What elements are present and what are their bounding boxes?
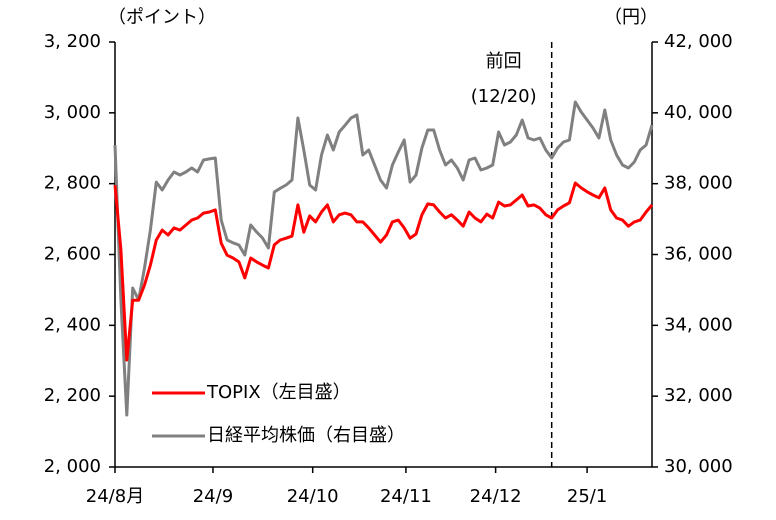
x-tick-label: 25/1 (567, 486, 607, 507)
x-tick-label: 24/9 (193, 486, 233, 507)
y-tick-label: 2, 800 (44, 173, 101, 194)
series-line (113, 100, 654, 417)
y2-tick-label: 32, 000 (664, 385, 733, 406)
series-line (113, 181, 654, 362)
legend-label: TOPIX（左目盛） (206, 382, 351, 403)
y2-tick-label: 38, 000 (664, 173, 733, 194)
y-tick-label: 3, 200 (44, 31, 101, 52)
legend-label: 日経平均株価（右目盛） (207, 425, 405, 446)
y-tick-label: 3, 000 (44, 102, 101, 123)
y-tick-label: 2, 200 (44, 385, 101, 406)
y2-tick-label: 40, 000 (664, 102, 733, 123)
y2-tick-label: 34, 000 (664, 314, 733, 335)
y-tick-label: 2, 000 (44, 456, 101, 477)
left-axis-label: （ポイント） (108, 7, 216, 28)
y-tick-label: 2, 600 (44, 244, 101, 265)
x-tick-label: 24/10 (287, 486, 339, 507)
x-tick-label: 24/8月 (86, 486, 144, 507)
y-tick-label: 2, 400 (44, 314, 101, 335)
annotation: (12/20) (471, 86, 537, 107)
annotation: 前回 (486, 51, 522, 72)
y2-tick-label: 30, 000 (664, 456, 733, 477)
x-tick-label: 24/12 (470, 486, 522, 507)
x-tick-label: 24/11 (380, 486, 432, 507)
right-axis-label: （円） (604, 7, 658, 28)
y2-tick-label: 42, 000 (664, 31, 733, 52)
y2-tick-label: 36, 000 (664, 244, 733, 265)
